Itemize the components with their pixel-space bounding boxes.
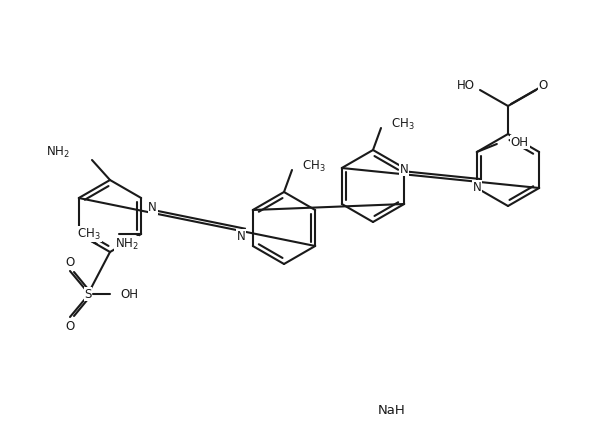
Text: NaH: NaH bbox=[378, 404, 406, 417]
Text: N: N bbox=[148, 201, 157, 214]
Text: N: N bbox=[472, 181, 481, 194]
Text: CH$_3$: CH$_3$ bbox=[391, 116, 415, 132]
Text: OH: OH bbox=[511, 135, 529, 148]
Text: N: N bbox=[400, 163, 408, 176]
Text: O: O bbox=[65, 255, 75, 268]
Text: O: O bbox=[538, 78, 547, 91]
Text: CH$_3$: CH$_3$ bbox=[302, 159, 326, 173]
Text: HO: HO bbox=[457, 78, 475, 91]
Text: N: N bbox=[237, 230, 246, 243]
Text: NH$_2$: NH$_2$ bbox=[115, 237, 139, 251]
Text: S: S bbox=[84, 288, 92, 301]
Text: OH: OH bbox=[120, 288, 138, 301]
Text: O: O bbox=[65, 319, 75, 332]
Text: CH$_3$: CH$_3$ bbox=[78, 226, 101, 241]
Text: NH$_2$: NH$_2$ bbox=[46, 144, 70, 159]
